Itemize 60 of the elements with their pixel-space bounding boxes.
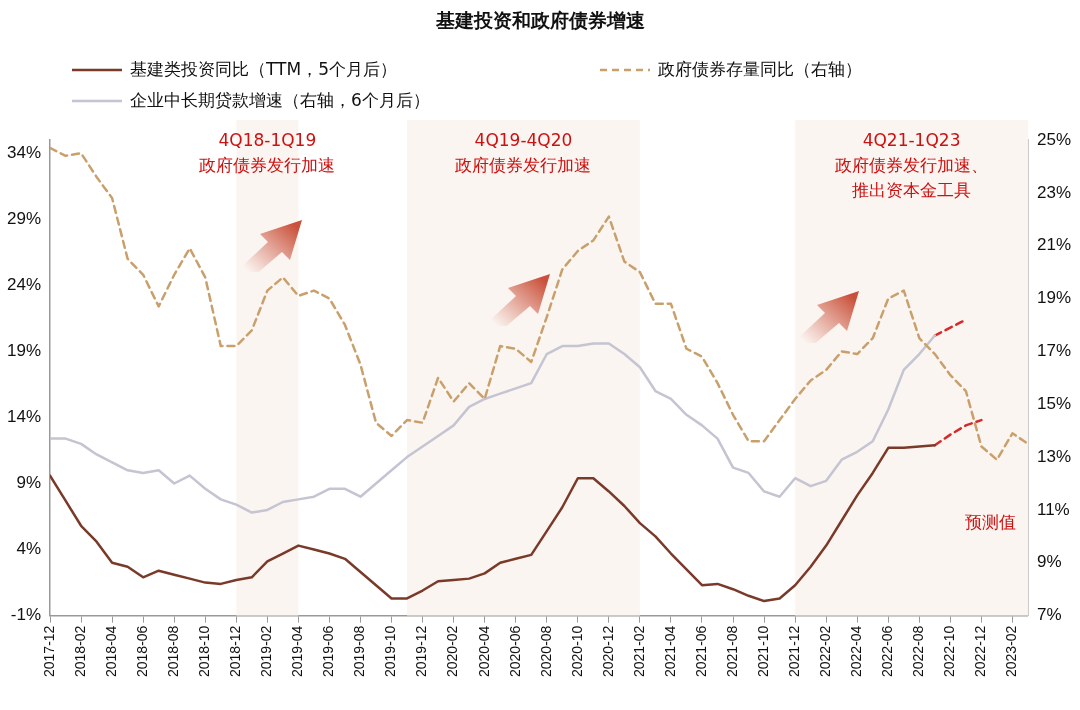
y-tick-label: 34% bbox=[6, 142, 42, 162]
line-series bbox=[933, 418, 983, 447]
x-tick-label: 2021-12 bbox=[785, 625, 802, 678]
x-tick-label: 2019-08 bbox=[351, 625, 368, 678]
band-label: 4Q19-4Q20 政府债券发行加速 bbox=[455, 130, 592, 176]
chart-title: 基建投资和政府债券增速 bbox=[434, 8, 646, 33]
x-tick-label: 2020-08 bbox=[537, 625, 554, 678]
x-tick-label: 2020-02 bbox=[444, 625, 461, 678]
x-tick-label: 2018-08 bbox=[165, 625, 182, 678]
legend-label: 政府债券存量同比（右轴） bbox=[658, 58, 862, 81]
x-tick-label: 2022-04 bbox=[848, 625, 865, 678]
y2-tick-label: 7% bbox=[1036, 605, 1062, 625]
x-tick-label: 2018-04 bbox=[102, 625, 119, 678]
y2-tick-label: 9% bbox=[1036, 552, 1062, 572]
y2-tick-label: 21% bbox=[1036, 235, 1072, 255]
x-tick-label: 2022-10 bbox=[941, 625, 958, 678]
legend-label: 基建类投资同比（TTM，5个月后） bbox=[130, 58, 397, 81]
y2-tick-label: 25% bbox=[1036, 129, 1072, 149]
x-tick-label: 2019-04 bbox=[289, 625, 306, 678]
band-label: 4Q21-1Q23 政府债券发行加速、推出资本金工具 bbox=[835, 130, 989, 201]
x-tick-label: 2019-02 bbox=[258, 625, 275, 678]
y-tick-label: -1% bbox=[10, 605, 42, 625]
x-tick-label: 2021-08 bbox=[723, 625, 740, 678]
x-tick-label: 2017-12 bbox=[40, 625, 57, 678]
x-tick-label: 2022-06 bbox=[879, 625, 896, 678]
x-tick-label: 2021-02 bbox=[630, 625, 647, 678]
line-series bbox=[50, 146, 1028, 461]
legend-label: 企业中长期贷款增速（右轴，6个月后） bbox=[130, 89, 430, 112]
x-tick-label: 2019-12 bbox=[413, 625, 430, 678]
y2-tick-label: 19% bbox=[1036, 288, 1072, 308]
x-tick-label: 2019-10 bbox=[382, 625, 399, 678]
x-tick-label: 2021-04 bbox=[661, 625, 678, 678]
y-tick-label: 14% bbox=[6, 407, 42, 427]
x-tick-label: 2022-02 bbox=[817, 625, 834, 678]
x-tick-label: 2020-10 bbox=[568, 625, 585, 678]
x-tick-label: 2019-06 bbox=[320, 625, 337, 678]
x-tick-label: 2020-12 bbox=[599, 625, 616, 678]
x-tick-label: 2022-12 bbox=[972, 625, 989, 678]
x-tick-label: 2018-02 bbox=[71, 625, 88, 678]
x-tick-label: 2021-06 bbox=[692, 625, 709, 678]
y-tick-label: 24% bbox=[6, 275, 42, 295]
x-tick-label: 2020-06 bbox=[506, 625, 523, 678]
y-tick-label: 9% bbox=[16, 473, 42, 493]
x-tick-label: 2020-04 bbox=[475, 625, 492, 678]
band-label: 4Q18-1Q19 政府债券发行加速 bbox=[199, 130, 336, 176]
y-tick-label: 4% bbox=[16, 539, 42, 559]
y-tick-label: 29% bbox=[6, 208, 42, 228]
x-tick-label: 2018-06 bbox=[134, 625, 151, 678]
y-tick-label: 19% bbox=[6, 341, 42, 361]
x-tick-label: 2022-08 bbox=[910, 625, 927, 678]
x-tick-label: 2018-10 bbox=[196, 625, 213, 678]
y2-tick-label: 15% bbox=[1036, 393, 1072, 413]
x-tick-label: 2018-12 bbox=[227, 625, 244, 678]
y2-tick-label: 13% bbox=[1036, 446, 1072, 466]
y2-tick-label: 23% bbox=[1036, 182, 1072, 202]
x-tick-label: 2023-02 bbox=[1003, 625, 1020, 678]
annotation: 预测值 bbox=[964, 512, 1016, 533]
y2-tick-label: 11% bbox=[1036, 499, 1070, 519]
y2-tick-label: 17% bbox=[1036, 341, 1072, 361]
x-tick-label: 2021-10 bbox=[754, 625, 771, 678]
